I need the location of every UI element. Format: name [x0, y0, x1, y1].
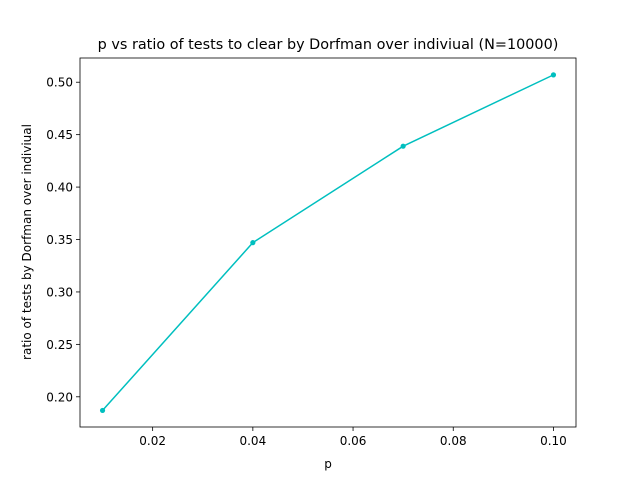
y-tick-label: 0.20	[46, 390, 73, 404]
x-tick-label: 0.10	[540, 434, 567, 448]
data-point	[400, 143, 406, 149]
y-tick-label: 0.40	[46, 181, 73, 195]
data-point	[250, 240, 256, 246]
chart-title: p vs ratio of tests to clear by Dorfman …	[98, 37, 559, 53]
data-point	[99, 407, 106, 414]
x-axis-label: p	[324, 457, 332, 471]
y-tick-label: 0.35	[46, 233, 73, 247]
y-tick-label: 0.50	[46, 76, 73, 90]
y-tick-label: 0.25	[46, 338, 73, 352]
y-tick-label: 0.30	[46, 285, 73, 299]
axes-frame	[79, 57, 577, 428]
x-tick-label: 0.04	[239, 434, 266, 448]
data-point	[550, 72, 557, 78]
x-tick-label: 0.06	[340, 434, 367, 448]
x-tick-label: 0.08	[440, 434, 467, 448]
y-tick-label: 0.45	[46, 128, 73, 142]
series-line	[101, 74, 554, 411]
plot-area: 0.02 0.04 0.06 0.08 0.10 0.20 0.25 0.30 0.35 0.40…	[46, 57, 577, 448]
x-tick-label: 0.02	[139, 434, 166, 448]
y-axis-label: ratio of tests by Dorfman over indiviual	[20, 124, 34, 360]
